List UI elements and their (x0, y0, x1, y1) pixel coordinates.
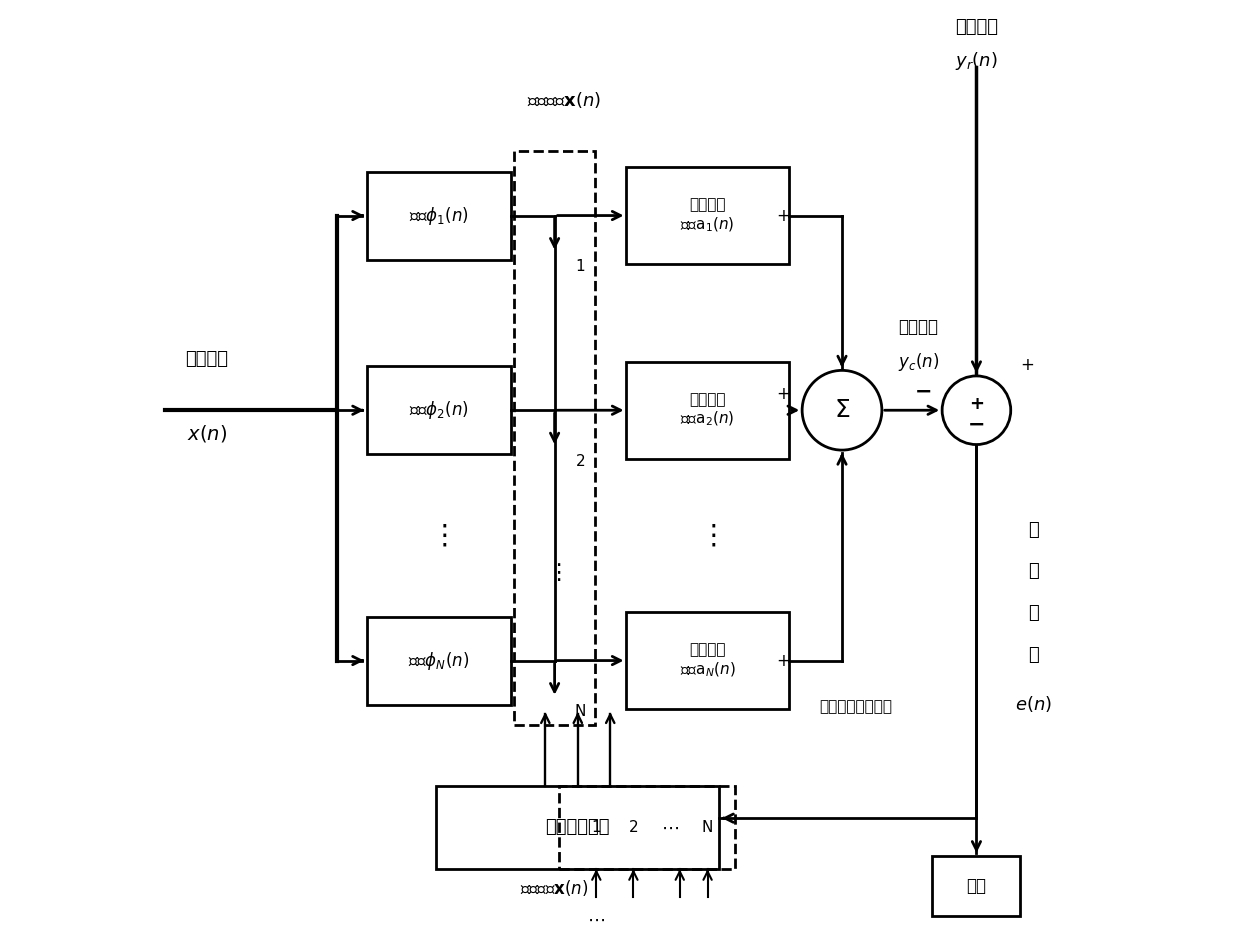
Text: 2: 2 (628, 820, 638, 835)
Text: $\cdots$: $\cdots$ (587, 911, 606, 929)
Text: 幅度调制
系数$\mathrm{a}_2(n)$: 幅度调制 系数$\mathrm{a}_2(n)$ (680, 392, 735, 428)
Text: 2: 2 (576, 454, 585, 469)
Text: $\vdots$: $\vdots$ (699, 521, 716, 550)
Text: $\Sigma$: $\Sigma$ (834, 398, 850, 423)
FancyBboxPatch shape (436, 786, 719, 869)
Text: $\vdots$: $\vdots$ (430, 521, 447, 550)
Text: 调相$\phi_2(n)$: 调相$\phi_2(n)$ (409, 399, 468, 422)
Text: +: + (777, 651, 790, 670)
Circle shape (802, 371, 882, 450)
Text: −: − (968, 415, 985, 435)
Text: +: + (969, 395, 984, 413)
FancyBboxPatch shape (367, 616, 510, 705)
Text: −: − (914, 382, 932, 402)
Text: 反馈调节算法: 反馈调节算法 (545, 819, 610, 837)
Text: 参考信号$\mathbf{x}(n)$: 参考信号$\mathbf{x}(n)$ (520, 878, 589, 898)
Text: $y_c(n)$: $y_c(n)$ (898, 351, 939, 373)
Text: 1: 1 (591, 820, 601, 835)
Text: N: N (575, 704, 586, 719)
Text: 输出: 输出 (966, 877, 986, 895)
FancyBboxPatch shape (367, 171, 510, 260)
Text: $y_r(n)$: $y_r(n)$ (955, 50, 997, 72)
FancyBboxPatch shape (627, 361, 789, 459)
Text: 幅度调制
系数$\mathrm{a}_N(n)$: 幅度调制 系数$\mathrm{a}_N(n)$ (680, 643, 736, 678)
Text: 调相$\phi_N(n)$: 调相$\phi_N(n)$ (408, 649, 470, 672)
Text: +: + (777, 385, 790, 403)
FancyBboxPatch shape (933, 855, 1021, 916)
Text: $e(n)$: $e(n)$ (1016, 694, 1052, 714)
Text: 接收信号: 接收信号 (955, 18, 997, 37)
Text: 对消信号: 对消信号 (898, 318, 938, 336)
Text: N: N (701, 820, 714, 835)
Text: $\vdots$: $\vdots$ (548, 562, 561, 583)
Text: 残: 残 (1028, 520, 1040, 538)
Text: 调相$\phi_1(n)$: 调相$\phi_1(n)$ (409, 204, 468, 227)
Circle shape (942, 376, 1011, 444)
Text: 号: 号 (1028, 646, 1040, 663)
FancyBboxPatch shape (627, 167, 789, 264)
Text: 幅度调制
系数$\mathrm{a}_1(n)$: 幅度调制 系数$\mathrm{a}_1(n)$ (680, 198, 735, 233)
Text: 余: 余 (1028, 563, 1040, 581)
Text: +: + (777, 206, 790, 225)
Text: 调节幅度调制系数: 调节幅度调制系数 (819, 699, 892, 714)
Text: +: + (1021, 356, 1035, 374)
Text: $x(n)$: $x(n)$ (187, 423, 227, 444)
FancyBboxPatch shape (367, 366, 510, 455)
FancyBboxPatch shape (627, 612, 789, 710)
Text: 参考信号$\mathbf{x}(n)$: 参考信号$\mathbf{x}(n)$ (527, 89, 601, 110)
Text: $\cdots$: $\cdots$ (662, 819, 679, 837)
Text: 发射信号: 发射信号 (186, 350, 228, 368)
Text: 信: 信 (1028, 604, 1040, 622)
Text: 1: 1 (576, 259, 585, 274)
